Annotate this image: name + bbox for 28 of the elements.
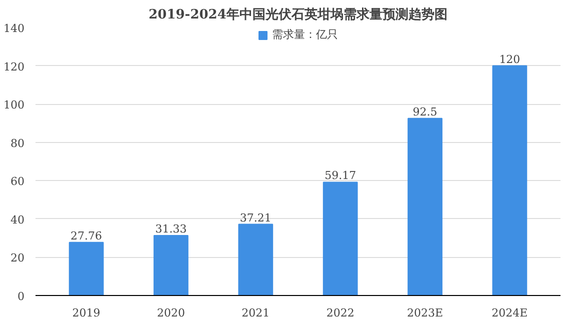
y-tick-label: 0 <box>18 290 24 303</box>
data-label: 27.76 <box>70 229 102 242</box>
y-tick-label: 140 <box>4 22 25 35</box>
x-tick-label: 2020 <box>156 306 185 320</box>
x-tick-label: 2021 <box>242 306 270 320</box>
data-label: 92.5 <box>412 105 438 118</box>
y-tick-label: 20 <box>10 252 25 265</box>
bar <box>154 235 188 296</box>
bar <box>68 242 104 296</box>
bar <box>492 65 528 296</box>
bar <box>238 224 274 296</box>
x-tick-label: 2024E <box>492 306 528 320</box>
x-tick-label: 2023E <box>407 306 444 320</box>
y-tick-label: 80 <box>10 136 25 150</box>
chart-title: 2019-2024年中国光伏石英坩埚需求量预测趋势图 <box>148 6 448 22</box>
y-tick-label: 120 <box>4 60 25 74</box>
legend-label: 需求量：亿只 <box>272 28 338 42</box>
data-label: 120 <box>499 52 520 66</box>
y-tick-label: 60 <box>10 175 25 188</box>
y-tick-label: 100 <box>4 98 25 112</box>
bar <box>322 182 358 296</box>
bar <box>408 118 442 296</box>
data-label: 59.17 <box>324 169 356 182</box>
x-tick-label: 2019 <box>72 306 100 320</box>
x-tick-label: 2022 <box>326 306 354 320</box>
data-label: 31.33 <box>155 222 187 236</box>
data-label: 37.21 <box>240 211 272 224</box>
y-tick-label: 40 <box>10 213 25 226</box>
